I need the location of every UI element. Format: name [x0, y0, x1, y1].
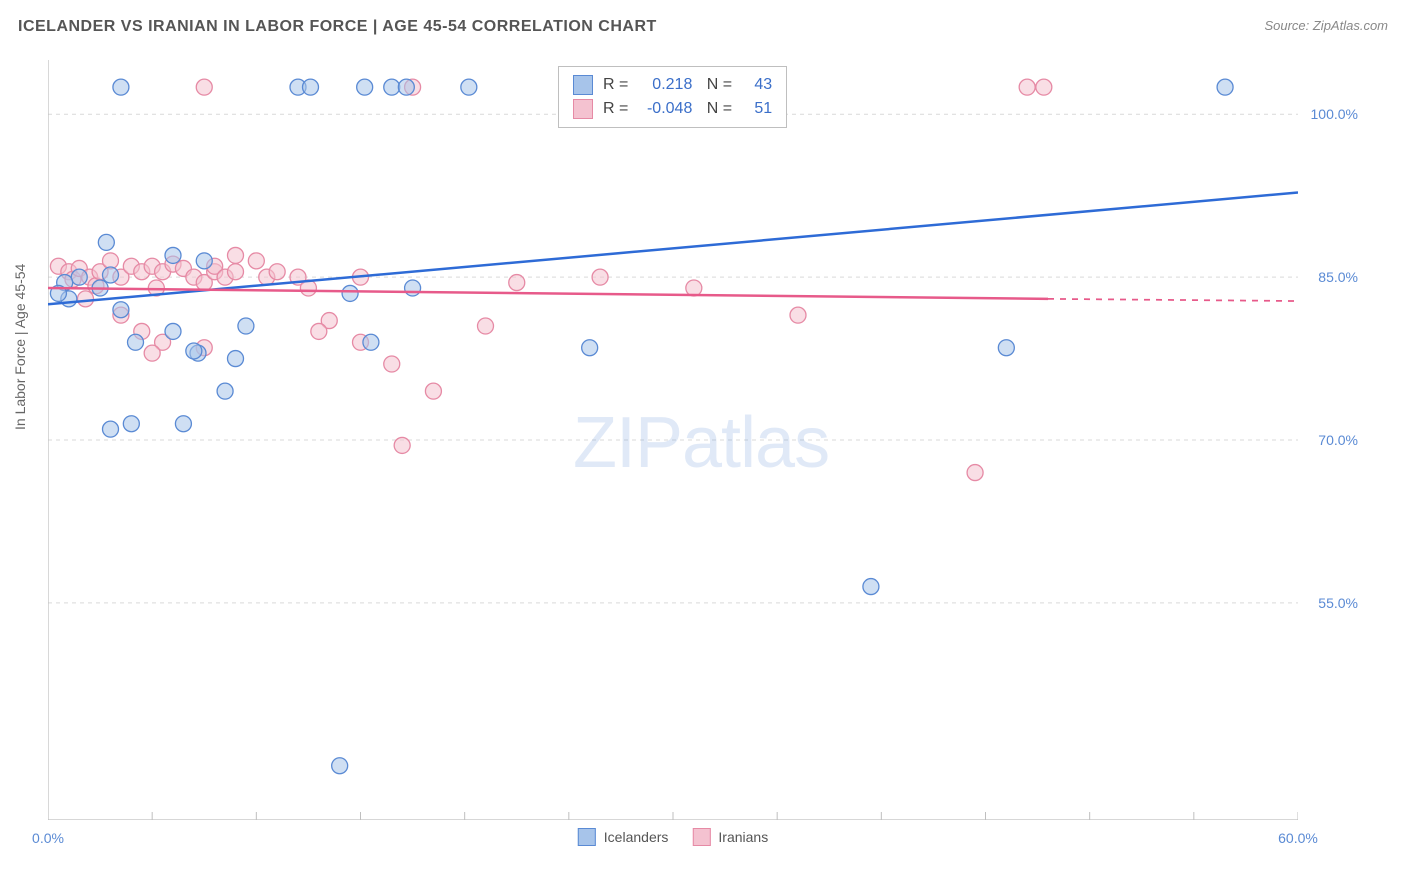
stats-row: R = 0.218 N = 43	[573, 73, 772, 97]
y-tick-label: 85.0%	[1318, 269, 1358, 285]
legend-label: Icelanders	[604, 829, 669, 845]
y-tick-label: 70.0%	[1318, 432, 1358, 448]
y-tick-label: 55.0%	[1318, 595, 1358, 611]
legend-swatch-iranians	[692, 828, 710, 846]
legend: Icelanders Iranians	[578, 828, 768, 846]
stats-swatch	[573, 75, 593, 95]
stats-n-value: 43	[742, 73, 772, 97]
legend-item-icelanders: Icelanders	[578, 828, 669, 846]
legend-swatch-icelanders	[578, 828, 596, 846]
stats-r-label: R =	[603, 73, 628, 97]
chart-title: ICELANDER VS IRANIAN IN LABOR FORCE | AG…	[18, 18, 657, 35]
correlation-stats-box: R = 0.218 N = 43 R = -0.048 N = 51	[558, 66, 787, 128]
x-tick-label: 0.0%	[32, 830, 64, 846]
legend-label: Iranians	[718, 829, 768, 845]
chart-area: R =0.218 N =43R =-0.048 N =51 55.0%70.0%…	[48, 60, 1298, 820]
stats-n-value: 51	[742, 97, 772, 121]
stats-row: R = -0.048 N = 51	[573, 97, 772, 121]
legend-item-iranians: Iranians	[692, 828, 768, 846]
stats-swatch	[573, 99, 593, 119]
stats-n-label: N =	[702, 97, 732, 121]
stats-r-value: -0.048	[638, 97, 692, 121]
stats-n-label: N =	[702, 73, 732, 97]
scatter-chart	[48, 60, 1298, 820]
x-tick-label: 60.0%	[1278, 830, 1318, 846]
y-axis-label: In Labor Force | Age 45-54	[12, 264, 28, 430]
source-text: Source: ZipAtlas.com	[1264, 18, 1388, 33]
stats-r-label: R =	[603, 97, 628, 121]
stats-r-value: 0.218	[638, 73, 692, 97]
y-tick-label: 100.0%	[1311, 106, 1358, 122]
